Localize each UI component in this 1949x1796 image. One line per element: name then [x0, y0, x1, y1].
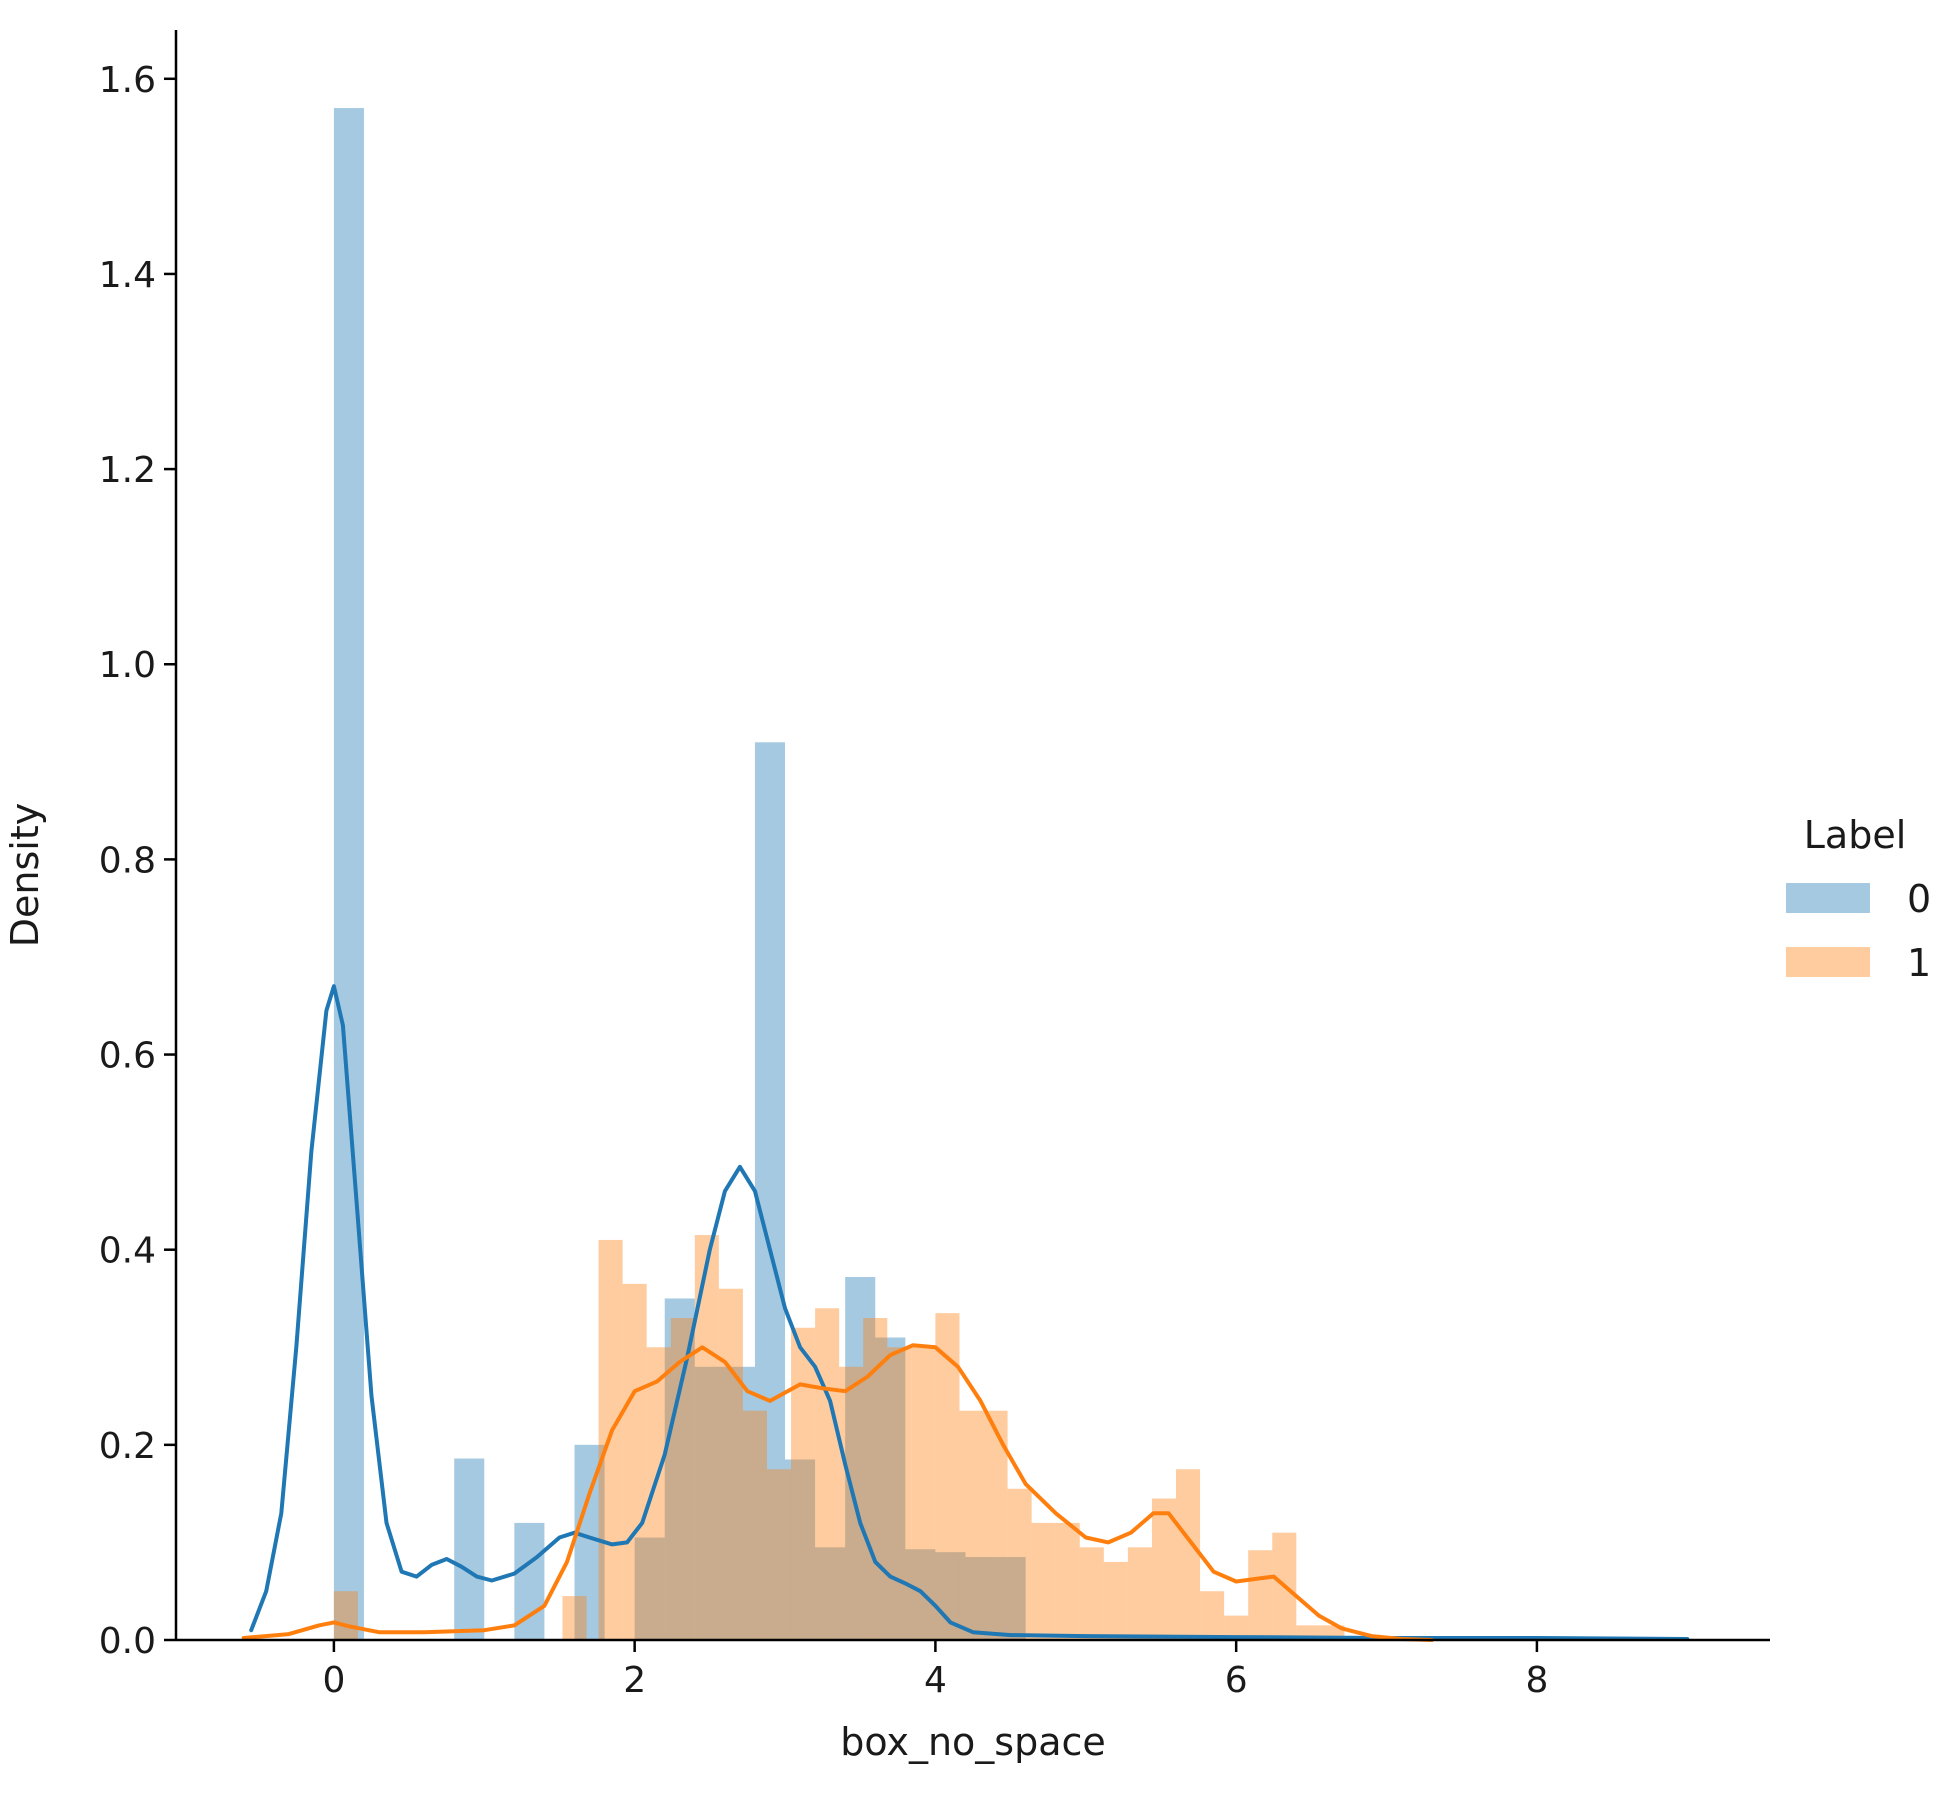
kde-line-0: [249, 984, 1690, 1641]
hist-bar-1-9: [766, 1469, 792, 1640]
legend-swatch-1: [1786, 947, 1870, 977]
hist-bar-0-15: [965, 1557, 996, 1640]
y-axis-label: Density: [3, 803, 47, 947]
histogram-bars: [333, 108, 1345, 1641]
hist-bar-1-3: [622, 1283, 647, 1640]
hist-bar-1-26: [1176, 1469, 1201, 1640]
hist-bar-1-1: [562, 1596, 587, 1640]
x-axis-label: box_no_space: [840, 1720, 1106, 1764]
x-tick-label-0: 0: [322, 1660, 345, 1701]
y-tick-label-0: 0.0: [99, 1621, 156, 1662]
hist-bar-0-6: [694, 1366, 725, 1640]
hist-bar-0-10: [815, 1547, 846, 1640]
y-tick-label-6: 1.2: [99, 450, 156, 491]
hist-bar-1-22: [1079, 1547, 1104, 1640]
hist-bar-0-8: [754, 742, 786, 1640]
hist-bar-1-15: [911, 1347, 936, 1640]
hist-bar-1-23: [1103, 1561, 1128, 1640]
hist-bar-1-17: [959, 1410, 984, 1640]
hist-bar-1-24: [1127, 1547, 1152, 1640]
hist-bar-0-7: [724, 1366, 755, 1640]
axis-ticks: 0 2 4 6 8 0.0 0.2 0.4 0.6 0.8 1.0 1.2 1.4 1.6: [99, 60, 1549, 1701]
hist-bar-1-21: [1055, 1522, 1080, 1640]
x-tick-label-3: 6: [1225, 1660, 1248, 1701]
hist-bar-1-14: [887, 1347, 912, 1640]
y-tick-label-7: 1.4: [99, 255, 156, 296]
hist-bar-1-10: [791, 1327, 816, 1640]
legend-title: Label: [1804, 813, 1907, 857]
hist-bar-0-16: [995, 1557, 1026, 1640]
x-tick-label-2: 4: [924, 1660, 947, 1701]
hist-bar-0-11: [845, 1277, 876, 1640]
y-tick-label-5: 1.0: [99, 645, 156, 686]
kde-curves: [241, 984, 1690, 1642]
hist-bar-1-0: [333, 1591, 358, 1640]
hist-bar-0-12: [875, 1337, 906, 1640]
legend: Label 0 1: [1786, 813, 1931, 985]
kde-line-1: [241, 1343, 1434, 1642]
y-tick-label-1: 0.2: [99, 1426, 156, 1467]
hist-bar-1-27: [1200, 1591, 1225, 1640]
legend-label-0: 0: [1907, 877, 1931, 921]
y-tick-label-3: 0.6: [99, 1036, 156, 1077]
hist-bar-1-29: [1248, 1550, 1273, 1640]
y-tick-label-8: 1.6: [99, 60, 156, 101]
hist-bar-1-25: [1151, 1498, 1177, 1640]
x-tick-label-1: 2: [623, 1660, 646, 1701]
hist-bar-0-9: [785, 1459, 816, 1640]
hist-bar-1-16: [935, 1313, 960, 1640]
hist-bar-1-12: [839, 1366, 864, 1640]
legend-label-1: 1: [1907, 941, 1931, 985]
y-tick-label-4: 0.8: [99, 840, 156, 881]
histogram-series-0: [333, 108, 1026, 1641]
hist-bar-0-4: [634, 1537, 665, 1640]
hist-bar-1-20: [1031, 1522, 1056, 1640]
hist-bar-1-19: [1007, 1488, 1032, 1640]
hist-bar-1-11: [815, 1308, 840, 1640]
legend-swatch-0: [1786, 883, 1870, 913]
x-tick-label-4: 8: [1525, 1660, 1548, 1701]
axes: [174, 30, 1770, 1642]
hist-bar-1-13: [863, 1318, 888, 1640]
hist-bar-0-0: [333, 108, 364, 1641]
hist-bar-0-13: [905, 1549, 936, 1640]
hist-bar-1-8: [742, 1410, 767, 1640]
hist-bar-1-7: [718, 1288, 743, 1640]
y-tick-label-2: 0.4: [99, 1231, 156, 1272]
hist-bar-0-1: [454, 1458, 485, 1640]
